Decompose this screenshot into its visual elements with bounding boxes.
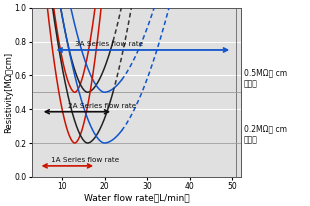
Text: 1A Series flow rate: 1A Series flow rate: [51, 157, 120, 163]
Text: 0.2MΩ・ cm
設定時: 0.2MΩ・ cm 設定時: [244, 125, 287, 145]
Text: 0.5MΩ・ cm
設定時: 0.5MΩ・ cm 設定時: [244, 69, 287, 89]
Text: 3A Series flow rate: 3A Series flow rate: [75, 41, 143, 47]
Text: 2A Series flow rate: 2A Series flow rate: [69, 103, 137, 109]
X-axis label: Water flow rate（L/min）: Water flow rate（L/min）: [84, 193, 189, 202]
Y-axis label: Resistivity[MΩシcm]: Resistivity[MΩシcm]: [4, 52, 13, 133]
